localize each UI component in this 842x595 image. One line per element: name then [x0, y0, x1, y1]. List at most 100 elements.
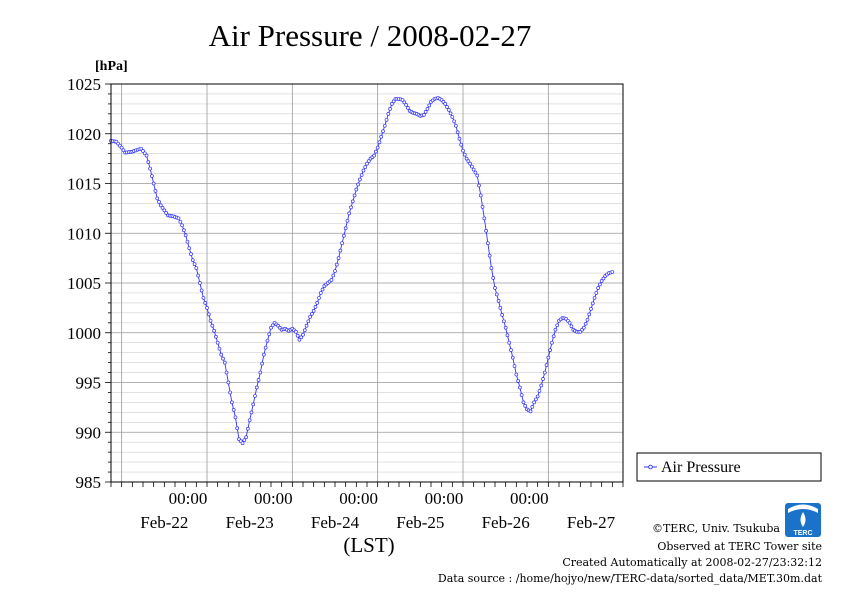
data-point: [461, 148, 465, 153]
data-point: [146, 160, 151, 164]
x-time-label: 00:00: [169, 489, 208, 508]
data-point: [180, 223, 184, 228]
x-date-label: Feb-26: [482, 513, 530, 532]
data-point: [340, 241, 344, 246]
data-point: [210, 323, 215, 328]
y-tick-label: 995: [76, 374, 102, 393]
series-air-pressure: [109, 96, 615, 446]
data-point: [550, 340, 554, 345]
data-point: [334, 262, 339, 267]
data-point: [187, 246, 192, 251]
data-point: [487, 253, 492, 258]
data-point: [390, 102, 394, 106]
data-point: [183, 233, 188, 238]
data-point: [338, 248, 343, 253]
data-point: [144, 153, 149, 158]
data-point: [178, 219, 183, 224]
data-point: [503, 325, 508, 330]
data-point: [343, 226, 348, 231]
data-point: [256, 378, 261, 382]
data-point: [446, 108, 451, 112]
data-point: [347, 211, 352, 216]
data-point: [528, 409, 533, 414]
data-point: [331, 273, 336, 278]
data-point: [254, 385, 259, 390]
data-point: [509, 348, 513, 353]
data-point: [310, 311, 314, 316]
data-point: [585, 317, 590, 322]
data-point: [361, 168, 366, 173]
data-point: [477, 183, 481, 188]
data-point: [151, 181, 156, 186]
data-point: [192, 262, 197, 266]
data-point: [302, 328, 307, 333]
data-point: [235, 426, 240, 431]
data-point: [443, 102, 448, 106]
data-point: [228, 390, 232, 395]
data-point: [445, 105, 449, 109]
data-point: [342, 233, 346, 238]
data-point: [596, 286, 600, 290]
data-point: [205, 306, 209, 310]
data-point: [594, 291, 599, 295]
data-point: [500, 312, 504, 317]
data-point: [269, 325, 273, 330]
x-time-label: 00:00: [510, 489, 549, 508]
y-tick-label: 1025: [67, 75, 101, 94]
data-point: [333, 269, 337, 273]
data-point: [470, 164, 474, 169]
x-axis-label: (LST): [343, 533, 394, 557]
data-point: [153, 189, 158, 193]
y-tick-label: 1000: [67, 324, 101, 343]
data-point: [464, 156, 469, 161]
data-point: [452, 119, 456, 124]
data-point: [589, 307, 593, 311]
data-point: [258, 370, 263, 375]
data-point: [583, 321, 588, 326]
data-point: [590, 301, 595, 306]
data-point: [516, 379, 520, 383]
data-point: [318, 291, 323, 295]
data-point: [231, 408, 236, 412]
data-point: [498, 306, 503, 310]
data-point: [260, 361, 264, 366]
data-point: [329, 278, 334, 282]
data-point: [315, 301, 320, 305]
data-point: [601, 276, 606, 281]
x-date-label: Feb-22: [140, 513, 188, 532]
data-point: [306, 319, 311, 324]
data-point: [425, 107, 430, 111]
legend-label: Air Pressure: [661, 459, 741, 476]
footer-copyright: ©TERC, Univ. Tsukuba: [652, 522, 780, 535]
data-point: [402, 100, 407, 105]
data-point: [400, 98, 405, 102]
data-point: [217, 346, 222, 351]
data-point: [119, 145, 124, 150]
data-point: [185, 239, 190, 244]
data-point: [359, 173, 364, 177]
data-point: [267, 332, 272, 337]
data-point: [242, 438, 247, 443]
footer-observed: Observed at TERC Tower site: [657, 540, 822, 553]
data-point: [569, 324, 574, 329]
data-point: [502, 319, 506, 324]
data-point: [295, 333, 300, 338]
data-point: [523, 404, 528, 408]
data-point: [537, 389, 542, 393]
data-point: [592, 296, 597, 300]
data-point: [203, 301, 208, 305]
y-tick-label: 990: [76, 423, 102, 442]
data-point: [539, 383, 544, 388]
data-point: [304, 323, 309, 328]
data-point: [349, 205, 353, 210]
data-point: [148, 166, 152, 171]
data-point: [320, 287, 325, 292]
data-point: [507, 340, 512, 345]
data-point: [297, 337, 302, 342]
data-point: [253, 394, 257, 398]
data-point: [164, 211, 168, 215]
x-time-label: 00:00: [425, 489, 464, 508]
data-point: [363, 165, 368, 169]
data-point: [176, 216, 181, 221]
data-point: [190, 258, 195, 262]
